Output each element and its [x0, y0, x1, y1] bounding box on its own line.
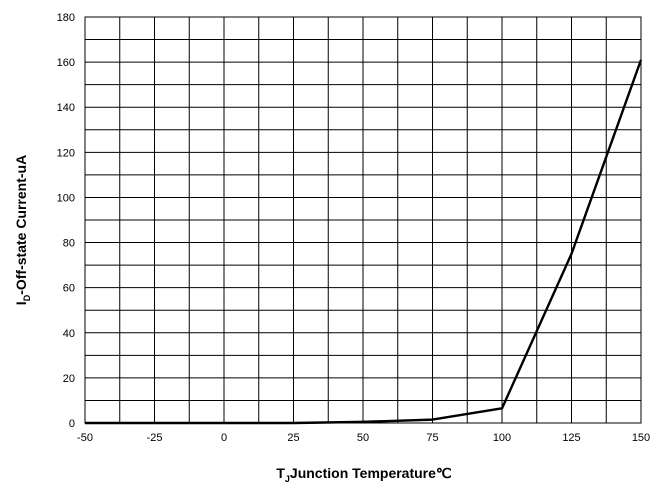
x-tick-labels: -50 -25 0 25 50 75 100 125 150	[77, 432, 650, 444]
x-tick-label: 125	[562, 432, 580, 444]
grid	[84, 16, 642, 424]
y-tick-label: 140	[57, 102, 75, 114]
y-tick-label: 80	[63, 238, 75, 250]
y-tick-label: 20	[63, 373, 75, 385]
x-axis-title: TJJunction Temperature℃	[276, 465, 452, 484]
series-line	[85, 59, 643, 425]
x-tick-label: 75	[426, 432, 438, 444]
series	[85, 59, 643, 425]
y-tick-label: 40	[63, 328, 75, 340]
y-tick-label: 0	[69, 418, 75, 430]
x-tick-label: 0	[221, 432, 227, 444]
y-tick-label: 60	[63, 283, 75, 295]
y-tick-labels: 0 20 40 60 80 100 120 140 160 180	[57, 12, 75, 430]
y-tick-label: 100	[57, 192, 75, 204]
x-tick-label: -25	[147, 432, 163, 444]
x-tick-label: 50	[357, 432, 369, 444]
y-axis-title-main: I	[13, 301, 29, 305]
x-tick-label: 150	[632, 432, 650, 444]
y-axis-title-rest: -Off-state Current-uA	[13, 155, 29, 295]
x-axis-title-sub: J	[285, 474, 290, 484]
y-axis-title: ID-Off-state Current-uA	[13, 155, 32, 305]
x-tick-label: 100	[493, 432, 511, 444]
y-tick-label: 160	[57, 57, 75, 69]
x-tick-label: -50	[77, 432, 93, 444]
x-axis-title-main: T	[276, 465, 285, 481]
y-tick-label: 120	[57, 147, 75, 159]
x-axis-title-rest: Junction Temperature℃	[290, 465, 452, 481]
x-tick-label: 25	[287, 432, 299, 444]
y-tick-label: 180	[57, 12, 75, 24]
y-axis-title-sub: D	[22, 294, 32, 301]
